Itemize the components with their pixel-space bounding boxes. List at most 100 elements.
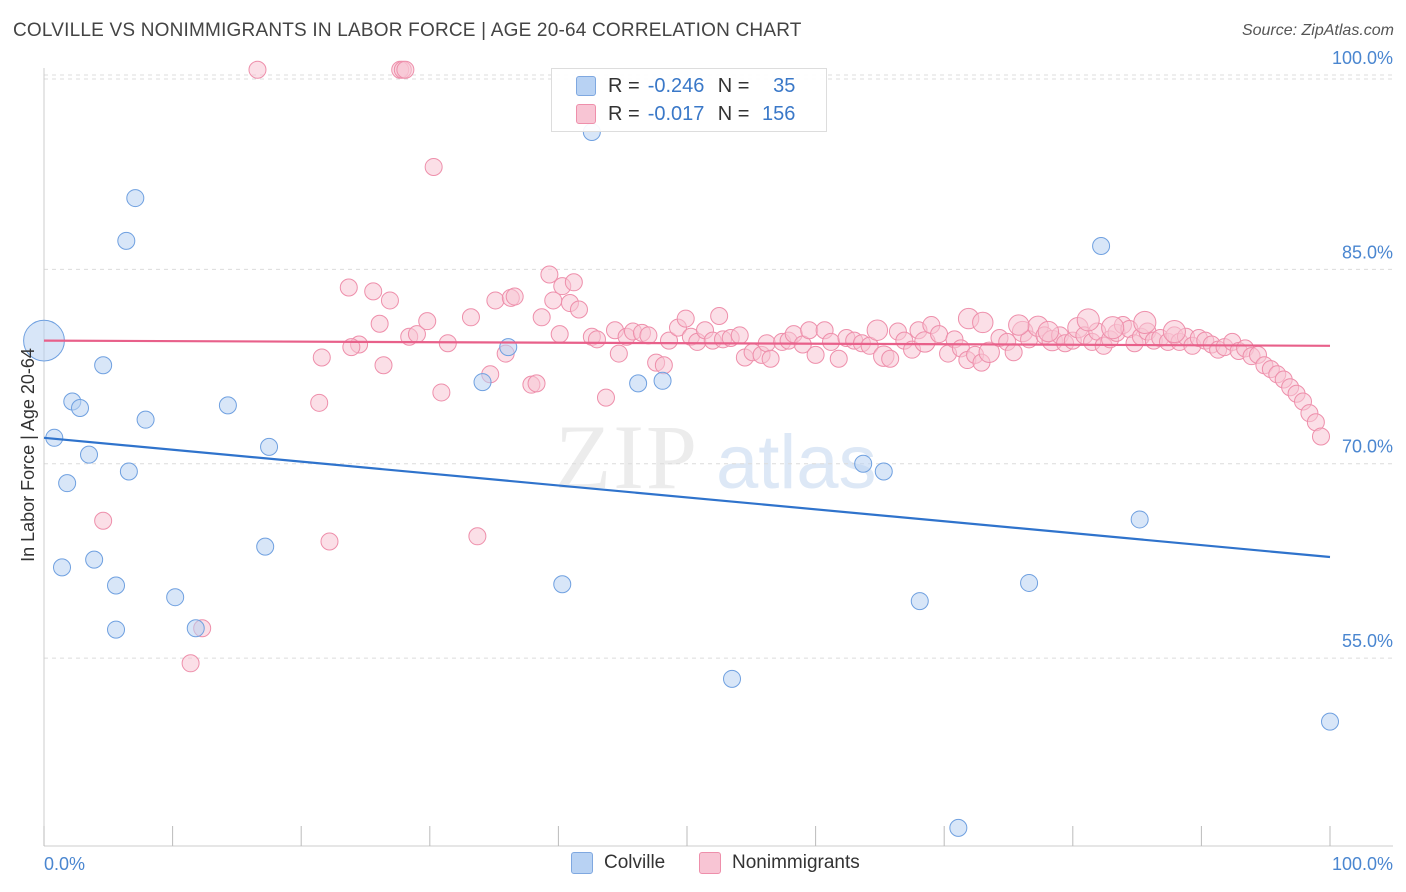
- nonimmigrants-point: [881, 349, 900, 368]
- r-label: R =: [608, 102, 640, 125]
- colville-point: [653, 371, 672, 390]
- nonimmigrants-point: [486, 291, 505, 310]
- colville-n-value: 35: [773, 74, 796, 97]
- colville-point: [553, 575, 572, 594]
- chart-title: COLVILLE VS NONIMMIGRANTS IN LABOR FORCE…: [13, 20, 802, 41]
- nonimmigrants-point: [432, 383, 451, 402]
- colville-point: [126, 189, 145, 208]
- colville-point: [874, 462, 893, 481]
- colville-point: [256, 537, 275, 556]
- nonimmigrants-point: [94, 511, 113, 530]
- nonimmigrants-point: [609, 344, 628, 363]
- nonimmigrants-point: [730, 326, 749, 345]
- colville-point: [107, 620, 126, 639]
- nonimmigrants-point: [248, 60, 267, 79]
- series-legend: Colville Nonimmigrants: [0, 852, 1406, 878]
- colville-point: [1092, 237, 1111, 256]
- y-tick-label: 55.0%: [1342, 631, 1393, 651]
- nonimmigrants-point: [761, 349, 780, 368]
- nonimmigrants-point: [654, 356, 673, 375]
- nonimmigrants-points: [94, 60, 1330, 673]
- nonimmigrants-point: [710, 306, 729, 325]
- nonimmigrants-point: [364, 282, 383, 301]
- nonimmigrants-point: [1037, 320, 1060, 343]
- y-axis-label: In Labor Force | Age 20-64: [18, 348, 38, 562]
- nonimmigrants-point: [396, 60, 415, 79]
- nonimmigrants-point: [800, 321, 819, 340]
- watermark: ZIP atlas: [555, 406, 877, 508]
- y-tick-label: 100.0%: [1332, 48, 1393, 68]
- nonimmigrants-point: [550, 325, 569, 344]
- x-tick-label: 0.0%: [44, 854, 85, 874]
- nonimmigrants-point: [596, 388, 615, 407]
- nonimmigrants-n-value: 156: [762, 102, 796, 125]
- nonimmigrants-point: [978, 341, 1000, 363]
- nonimmigrants-point: [1162, 319, 1186, 344]
- trend-lines: [43, 339, 1331, 559]
- n-label: N =: [717, 74, 750, 97]
- colville-point: [119, 462, 138, 481]
- nonimmigrants-point: [532, 308, 551, 327]
- y-tick-label: 85.0%: [1342, 242, 1393, 262]
- nonimmigrants-point: [320, 532, 339, 551]
- nonimmigrants-point: [310, 393, 329, 412]
- nonimmigrants-point: [1008, 314, 1030, 336]
- nonimmigrants-point: [676, 309, 695, 328]
- colville-point: [117, 231, 136, 250]
- nonimmigrants-r-value: -0.017: [647, 102, 705, 125]
- colville-point: [186, 619, 205, 638]
- colville-point: [136, 410, 155, 429]
- x-tick-label: 100.0%: [1332, 854, 1393, 874]
- colville-point: [71, 398, 90, 417]
- legend-label-nonimmigrants: Nonimmigrants: [732, 852, 860, 873]
- nonimmigrants-point: [1076, 308, 1100, 332]
- nonimmigrants-swatch: [576, 104, 596, 124]
- nonimmigrants-point: [181, 654, 200, 673]
- nonimmigrants-point: [374, 356, 393, 375]
- colville-point: [1321, 712, 1339, 731]
- colville-r-value: -0.246: [647, 74, 705, 97]
- nonimmigrants-point: [505, 287, 524, 306]
- nonimmigrants-point: [312, 348, 331, 367]
- watermark-atlas: atlas: [716, 420, 877, 505]
- colville-point: [1020, 573, 1039, 592]
- nonimmigrants-point: [1133, 310, 1157, 335]
- colville-point: [53, 558, 72, 577]
- gridlines: [44, 74, 1393, 659]
- nonimmigrants-point: [569, 300, 588, 319]
- nonimmigrants-point: [418, 312, 437, 331]
- legend-item-nonimmigrants[interactable]: Nonimmigrants: [699, 852, 860, 874]
- colville-point: [499, 338, 518, 357]
- n-label: N =: [717, 102, 750, 125]
- nonimmigrants-point: [1311, 427, 1330, 446]
- colville-point: [1130, 510, 1149, 529]
- colville-point: [910, 592, 929, 611]
- nonimmigrants-point: [540, 265, 559, 284]
- nonimmigrants-trend-line: [43, 339, 1331, 347]
- colville-point: [218, 396, 237, 415]
- nonimmigrants-point: [370, 314, 389, 333]
- colville-point: [854, 454, 873, 473]
- nonimmigrants-point: [1101, 316, 1125, 340]
- nonimmigrants-point: [822, 332, 841, 351]
- colville-point: [58, 474, 77, 493]
- nonimmigrants-point: [659, 331, 678, 350]
- nonimmigrants-point: [527, 374, 546, 393]
- nonimmigrants-point: [587, 330, 606, 349]
- colville-points: [23, 122, 1339, 837]
- nonimmigrants-point: [972, 311, 994, 334]
- stats-row-colville: R = -0.246 N = 35: [576, 73, 795, 99]
- colville-trend-line: [43, 436, 1331, 559]
- nonimmigrants-point: [339, 278, 358, 297]
- colville-point: [949, 818, 968, 837]
- nonimmigrants-point: [461, 308, 480, 327]
- colville-point: [260, 437, 279, 456]
- nonimmigrants-point: [564, 273, 583, 292]
- nonimmigrants-point: [424, 157, 443, 176]
- nonimmigrants-point: [930, 325, 949, 344]
- legend-item-colville[interactable]: Colville: [571, 852, 665, 874]
- nonimmigrants-point: [1004, 343, 1023, 362]
- axes: [43, 68, 1393, 847]
- colville-point: [85, 550, 104, 569]
